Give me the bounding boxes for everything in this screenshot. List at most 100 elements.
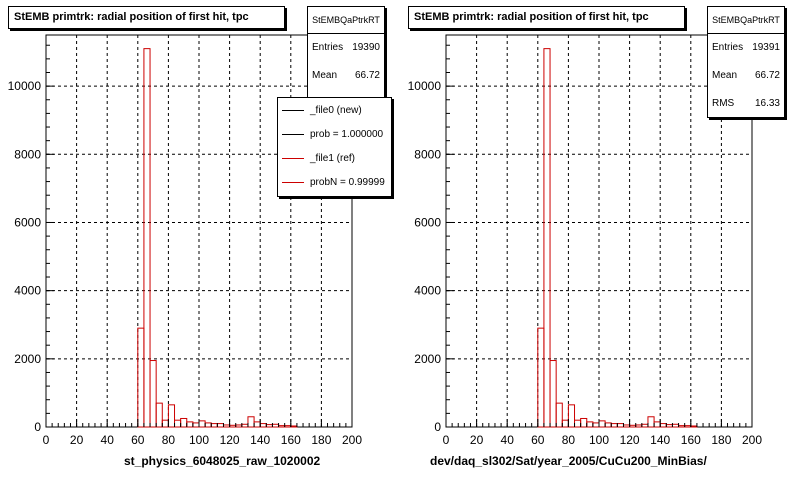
- right-stat-entries-value: 19391: [752, 42, 780, 53]
- right-x-tick-label-1: 20: [470, 433, 484, 447]
- left-histogram-bar: [247, 416, 255, 428]
- left-histogram-bar: [143, 48, 151, 428]
- left-histogram-bar: [204, 422, 212, 428]
- left-x-tick-label-9: 180: [311, 433, 331, 447]
- left-histogram-bar: [192, 422, 200, 428]
- left-histogram-bar: [155, 402, 163, 428]
- left-x-tick-label-6: 120: [220, 433, 240, 447]
- right-histogram-bar: [641, 423, 649, 428]
- right-x-tick-label-5: 100: [589, 433, 609, 447]
- right-histogram-bar: [543, 48, 551, 428]
- left-stat-entries-label: Entries: [312, 42, 344, 53]
- left-histogram-bar: [149, 360, 157, 428]
- right-histogram-bar: [592, 422, 600, 428]
- right-histogram-bar: [622, 424, 631, 428]
- right-histogram-bar: [647, 416, 655, 428]
- right-x-tick-label-4: 80: [562, 433, 576, 447]
- left-histogram-bar: [210, 423, 218, 428]
- right-stat-rms-value: 16.33: [754, 98, 780, 109]
- right-stats-box: StEMBQaPtrkRT Entries 19391 Mean 66.72 R…: [707, 6, 785, 118]
- legend-swatch-file0: [282, 109, 304, 111]
- left-histogram-bar: [241, 423, 249, 428]
- right-histogram-bar: [574, 419, 582, 428]
- right-histogram-bar: [610, 423, 618, 428]
- right-y-tick-label-1: 2000: [414, 352, 441, 366]
- left-histogram-bar: [198, 420, 206, 428]
- right-x-tick-label-3: 60: [531, 433, 545, 447]
- left-histogram-bar: [278, 425, 286, 428]
- left-histogram-bar: [186, 421, 194, 428]
- left-legend: _file0 (new) prob = 1.000000 _file1 (ref…: [277, 97, 392, 197]
- legend-label-prob: prob = 1.000000: [310, 128, 384, 140]
- right-histogram-bar: [635, 424, 643, 428]
- right-y-tick-label-4: 8000: [414, 147, 441, 161]
- right-histogram-bar: [537, 327, 545, 428]
- right-histogram-bar: [653, 421, 661, 428]
- right-x-tick-label-0: 0: [443, 433, 450, 447]
- right-chart-title: StEMB primtrk: radial position of first …: [414, 11, 649, 23]
- right-stat-rms-label: RMS: [712, 98, 735, 109]
- left-y-tick-label-4: 8000: [14, 147, 41, 161]
- right-histogram-bar: [684, 425, 692, 428]
- right-histogram-bar: [586, 421, 594, 428]
- legend-label-file1: _file1 (ref): [310, 152, 356, 164]
- left-histogram-bar: [290, 425, 298, 428]
- left-histogram-bar: [235, 424, 243, 428]
- right-x-axis-title: dev/daq_sl302/Sat/year_2005/CuCu200_MinB…: [430, 454, 707, 468]
- left-y-tick-label-0: 0: [34, 420, 41, 434]
- left-histogram-bar: [253, 421, 261, 428]
- right-histogram-plot: 0 20 40 60 80 100 120 140 160 180 2000200040006000…: [408, 34, 762, 447]
- right-histogram-bar: [561, 419, 569, 428]
- left-histogram-pad: 0 20 40 60 80 100 120 140 160 180 200 0 2000 4000 6000…: [8, 6, 392, 468]
- left-histogram-bar: [137, 327, 145, 428]
- right-histogram-bar: [616, 423, 624, 428]
- legend-label-file0: _file0 (new): [310, 104, 362, 116]
- left-x-tick-label-10: 200: [342, 433, 362, 447]
- right-histogram-bar: [659, 423, 667, 428]
- right-x-tick-label-6: 120: [620, 433, 640, 447]
- right-stat-mean-value: 66.72: [754, 70, 780, 81]
- left-histogram-plot: 0 20 40 60 80 100 120 140 160 180 2000200040006000…: [8, 34, 362, 447]
- right-x-tick-label-10: 200: [742, 433, 762, 447]
- left-stat-mean: Mean 66.72: [308, 62, 384, 90]
- right-histogram-bar: [598, 420, 606, 428]
- right-x-tick-label-2: 40: [501, 433, 515, 447]
- right-y-tick-label-2: 4000: [414, 284, 441, 298]
- right-histogram-bar: [629, 424, 637, 428]
- left-histogram-bar: [229, 424, 237, 428]
- left-histogram-bar: [222, 424, 231, 428]
- legend-swatch-probn: [282, 181, 304, 183]
- right-stat-mean-label: Mean: [712, 70, 738, 81]
- left-histogram-bar: [259, 423, 267, 428]
- right-y-tick-label-0: 0: [434, 420, 441, 434]
- left-stats-name: StEMBQaPtrkRT: [308, 7, 384, 34]
- right-stat-entries-label: Entries: [712, 42, 744, 53]
- left-y-tick-label-2: 4000: [14, 284, 41, 298]
- left-stat-mean-label: Mean: [312, 70, 338, 81]
- right-histogram-bar: [549, 360, 557, 428]
- left-histogram-bar: [174, 419, 182, 428]
- left-x-tick-label-3: 60: [131, 433, 145, 447]
- legend-swatch-file1: [282, 157, 304, 159]
- left-x-tick-label-8: 160: [281, 433, 301, 447]
- right-histogram-bar: [604, 422, 612, 428]
- left-title-box: StEMB primtrk: radial position of first …: [8, 6, 285, 29]
- left-x-axis-title: st_physics_6048025_raw_1020002: [124, 454, 321, 468]
- right-x-tick-label-8: 160: [681, 433, 701, 447]
- right-y-tick-label-3: 6000: [414, 215, 441, 229]
- left-chart-title: StEMB primtrk: radial position of first …: [14, 11, 249, 23]
- left-y-tick-label-3: 6000: [14, 215, 41, 229]
- left-stat-mean-value: 66.72: [354, 70, 380, 81]
- right-x-tick-label-7: 140: [650, 433, 670, 447]
- left-y-tick-label-5: 10000: [8, 79, 42, 93]
- right-histogram-pad: 0 20 40 60 80 100 120 140 160 180 200 0 2000 4000 6000…: [400, 0, 800, 480]
- legend-entry-file1: _file1 (ref): [278, 146, 391, 170]
- left-x-tick-label-2: 40: [101, 433, 115, 447]
- left-y-tick-label-1: 2000: [14, 352, 41, 366]
- right-histogram-bar: [678, 425, 686, 428]
- left-histogram-bar: [167, 404, 176, 428]
- right-stat-entries: Entries 19391: [708, 34, 784, 62]
- left-histogram-bar: [284, 425, 292, 428]
- left-histogram-bar: [265, 424, 273, 428]
- left-histogram-bar: [271, 423, 280, 428]
